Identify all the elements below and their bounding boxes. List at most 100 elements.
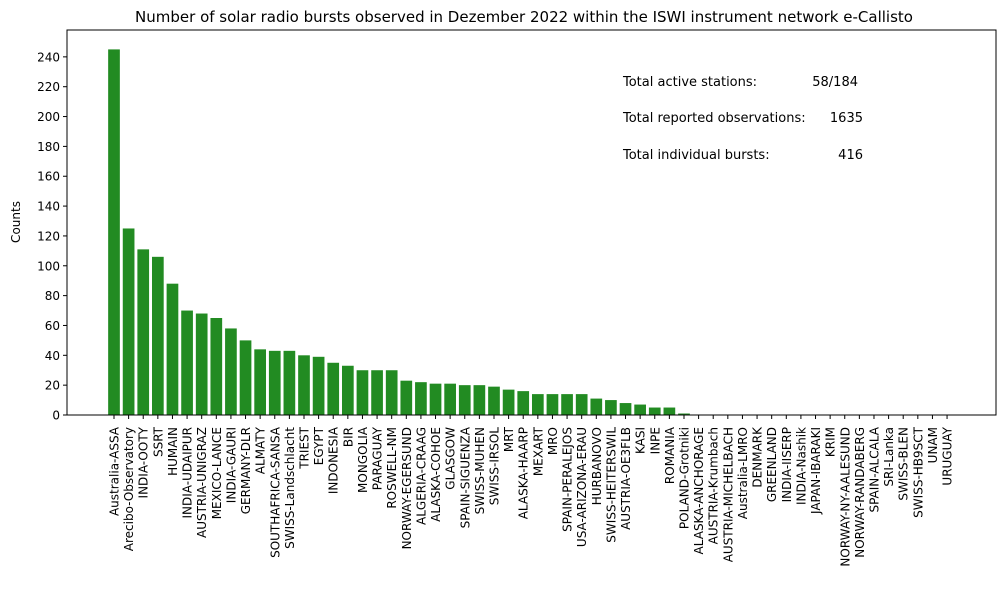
y-axis-label: Counts — [9, 201, 23, 243]
y-tick-label: 220 — [37, 80, 60, 94]
bar — [385, 370, 398, 415]
x-tick-label: ROMANIA — [663, 426, 677, 484]
x-tick-label: ALMATY — [254, 426, 268, 474]
y-tick-label: 160 — [37, 170, 60, 184]
bar — [122, 228, 135, 415]
x-tick-label: POLAND-Grotniki — [677, 427, 691, 529]
x-tick-label: USA-ARIZONA-ERAU — [575, 427, 589, 547]
y-tick-label: 240 — [37, 50, 60, 64]
bar — [195, 313, 208, 415]
x-tick-label: URUGUAY — [941, 426, 955, 485]
x-tick-label: MEXART — [531, 426, 545, 476]
x-tick-label: PARAGUAY — [371, 426, 385, 490]
y-tick-label: 120 — [37, 229, 60, 243]
plot-frame — [66, 29, 997, 416]
bar — [137, 249, 150, 415]
x-tick-label: NORWAY-EGERSUND — [400, 427, 414, 549]
y-tick-label: 180 — [37, 140, 60, 154]
bar — [312, 356, 325, 415]
bars-group — [108, 49, 690, 415]
bar — [181, 310, 193, 415]
y-tick-label: 40 — [45, 349, 60, 363]
x-tick-label: MRT — [502, 426, 516, 452]
x-tick-label: Arecibo-Observatory — [122, 427, 136, 551]
x-tick-label: UNAM — [926, 427, 940, 463]
bar — [561, 394, 573, 415]
bar — [239, 340, 252, 415]
bar — [546, 394, 559, 415]
x-tick-label: INDONESIA — [327, 426, 341, 494]
x-tick-label: SPAIN-PERALEJOS — [561, 427, 575, 532]
bar — [444, 383, 456, 415]
annotation-reported-observations-label: Total reported observations: — [622, 111, 806, 126]
bar — [108, 49, 120, 415]
x-tick-label: SOUTHAFRICA-SANSA — [268, 426, 282, 558]
bar — [575, 394, 588, 415]
bar — [254, 349, 266, 415]
x-tick-label: SRI-Lanka — [882, 427, 896, 487]
x-tick-label: Australia-ASSA — [108, 426, 122, 516]
x-tick-label: KASI — [634, 427, 648, 454]
x-axis-ticks: Australia-ASSA Arecibo-Observatory INDIA-O… — [108, 415, 955, 567]
bar — [605, 400, 617, 415]
x-tick-label: SWISS-HB9SCT — [911, 426, 925, 517]
bar — [166, 283, 179, 415]
bar — [298, 355, 310, 415]
bar — [590, 398, 603, 415]
x-tick-label: NORWAY-RANDABERG — [853, 427, 867, 558]
bar — [663, 407, 676, 415]
bar — [458, 385, 471, 415]
bar — [400, 380, 413, 415]
x-tick-label: INDIA-OOTY — [137, 426, 151, 498]
x-tick-label: TRIEST — [297, 426, 311, 469]
bar — [415, 382, 427, 415]
x-tick-label: HURBANOVO — [590, 427, 604, 505]
bar — [648, 407, 661, 415]
y-tick-label: 80 — [45, 289, 60, 303]
annotation-individual-bursts-label: Total individual bursts: — [622, 148, 770, 163]
x-tick-label: MEXICO-LANCE — [210, 427, 224, 519]
bar — [502, 389, 515, 415]
bar — [678, 413, 690, 415]
summary-annotations: Total active stations: 58/184 Total repo… — [622, 75, 863, 163]
x-tick-label: GLASGOW — [444, 427, 458, 490]
bar — [488, 386, 500, 415]
x-tick-label: GERMANY-DLR — [239, 427, 253, 514]
annotation-individual-bursts-value: 416 — [838, 148, 863, 163]
x-tick-label: INDIA-Nashik — [794, 427, 808, 505]
bar — [371, 370, 383, 415]
x-tick-label: HUMAIN — [166, 427, 180, 476]
x-tick-label: INDIA-UDAIPUR — [181, 427, 195, 519]
chart-title: Number of solar radio bursts observed in… — [135, 8, 913, 26]
x-tick-label: AUSTRIA-OE3FLB — [619, 427, 633, 530]
x-tick-label: MRO — [546, 427, 560, 455]
bar — [473, 385, 486, 415]
x-tick-label: SWISS-Landschlacht — [283, 427, 297, 549]
x-tick-label: INDIA-GAURI — [224, 427, 238, 503]
x-tick-label: KRIM — [824, 427, 838, 457]
x-tick-label: DENMARK — [751, 426, 765, 488]
x-tick-label: SWISS-BLEN — [897, 427, 911, 501]
x-tick-label: SPAIN-ALCALA — [867, 426, 881, 512]
annotation-active-stations-label: Total active stations: — [622, 75, 757, 90]
x-tick-label: ALASKA-HAARP — [517, 427, 531, 519]
bar — [268, 350, 281, 415]
x-tick-label: SSRT — [151, 426, 165, 457]
x-tick-label: ALASKA-COHOE — [429, 427, 443, 522]
bar — [531, 394, 544, 415]
x-tick-label: AUSTRIA-Krumbach — [707, 427, 721, 544]
y-tick-label: 100 — [37, 259, 60, 273]
bar — [327, 362, 340, 415]
x-tick-label: NORWAY-NY-AALESUND — [838, 427, 852, 567]
bar — [151, 256, 164, 415]
x-tick-label: ALGERIA-CRAAG — [414, 427, 428, 525]
x-tick-label: BIR — [341, 427, 355, 447]
x-tick-label: ROSWELL-NM — [385, 427, 399, 509]
bar — [210, 318, 223, 415]
bar — [517, 391, 530, 415]
x-tick-label: EGYPT — [312, 426, 326, 465]
x-tick-label: SWISS-IRSOL — [487, 427, 501, 506]
x-tick-label: GREENLAND — [765, 427, 779, 502]
bar — [283, 350, 296, 415]
